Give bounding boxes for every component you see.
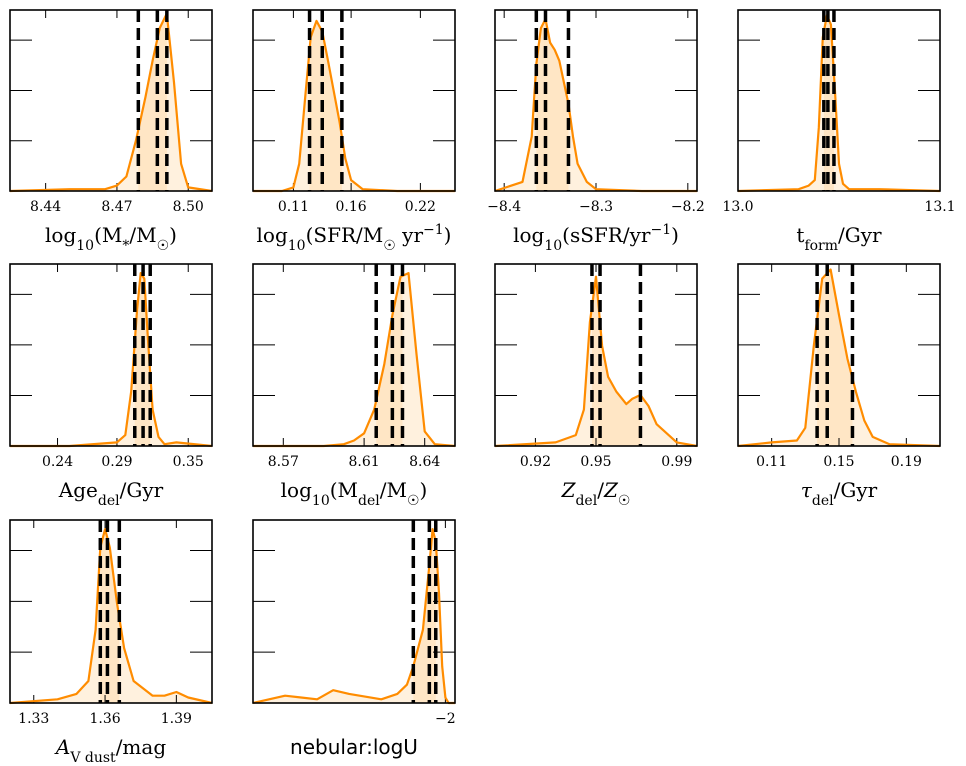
panel-log-ssfr: −8.4 −8.3 −8.2 log10(sSFR/yr−1) [487, 9, 705, 254]
panel-log-stellar-mass: 8.44 8.47 8.50 log10(M*/M☉) [9, 9, 213, 254]
posterior-curve [737, 14, 941, 193]
xtick-label: 8.61 [349, 454, 380, 470]
panel-metallicity-del: 0.92 0.95 0.99 Zdel/Z☉ [494, 263, 698, 509]
xtick-label: 0.92 [520, 454, 551, 470]
xlabel-age-del: Agedel/Gyr [58, 478, 164, 509]
posterior-curve [737, 268, 941, 448]
panel-nebular-logu: −2 nebular:logU [252, 519, 456, 759]
xtick-label: −8.2 [671, 199, 705, 215]
xlabel-metallicity-del: Zdel/Z☉ [561, 478, 631, 509]
panel-age-del: 0.24 0.29 0.35 Agedel/Gyr [9, 263, 213, 509]
xtick-label: 8.50 [173, 199, 204, 215]
posterior-curve [9, 528, 213, 705]
axes-frame [494, 263, 698, 447]
axes-frame [9, 263, 213, 447]
xtick-label: 0.99 [661, 454, 692, 470]
posterior-curve [9, 12, 213, 193]
xlabel-log-ssfr: log10(sSFR/yr−1) [513, 222, 679, 254]
axes-frame [494, 9, 698, 192]
posterior-fill [10, 529, 212, 703]
axes-frame [9, 519, 213, 704]
xtick-label: 0.22 [405, 199, 436, 215]
xtick-label: 0.24 [42, 454, 73, 470]
axes-frame [252, 519, 456, 704]
axes-frame [9, 9, 213, 192]
xtick-label: 0.29 [101, 454, 132, 470]
xlabel-nebular-logu: nebular:logU [290, 735, 418, 759]
xtick-label: −8.3 [579, 199, 613, 215]
posterior-curve [253, 19, 455, 193]
xtick-label: 13.0 [722, 199, 753, 215]
axes-frame [252, 9, 456, 192]
posterior-curve [253, 272, 456, 448]
xtick-label: 0.16 [336, 199, 367, 215]
posterior-fill [253, 20, 455, 191]
panel-log-sfr: 0.11 0.16 0.22 log10(SFR/M☉ yr−1) [252, 9, 456, 254]
posterior-curve [494, 18, 697, 193]
xlabel-t-form: tform/Gyr [796, 223, 882, 254]
panel-log-mass-del: 8.57 8.61 8.64 log10(Mdel/M☉) [252, 263, 456, 509]
posterior-fill [253, 273, 455, 446]
posterior-curve [10, 272, 213, 448]
xlabel-av-dust: AV dust/mag [54, 735, 166, 766]
xlabel-tau-del: τdel/Gyr [801, 478, 878, 509]
xtick-label: 0.11 [278, 199, 309, 215]
posterior-fill [738, 269, 940, 446]
xtick-label: 0.95 [580, 454, 611, 470]
posterior-fill [495, 19, 697, 191]
panel-av-dust: 1.33 1.36 1.39 AV dust/mag [9, 519, 213, 766]
axes-frame [737, 263, 941, 447]
xtick-label: 8.57 [268, 454, 299, 470]
xtick-label: 1.36 [89, 711, 120, 727]
xtick-label: 0.11 [756, 454, 787, 470]
posterior-fill [10, 13, 212, 192]
xtick-label: 8.47 [101, 199, 132, 215]
xlabel-log-stellar-mass: log10(M*/M☉) [45, 223, 177, 254]
xtick-label: 0.19 [891, 454, 922, 470]
posterior-curve [494, 275, 698, 448]
xtick-label: 0.35 [173, 454, 204, 470]
panel-t-form: 13.0 13.1 tform/Gyr [722, 9, 956, 254]
posterior-fill [10, 273, 212, 446]
xtick-label: 8.64 [409, 454, 440, 470]
xtick-label: 1.33 [18, 711, 49, 727]
xtick-label: −8.4 [487, 199, 521, 215]
xtick-label: 8.44 [30, 199, 61, 215]
xtick-label: 13.1 [924, 199, 955, 215]
axes-frame [252, 263, 456, 447]
axes-frame [737, 9, 941, 192]
xlabel-log-sfr: log10(SFR/M☉ yr−1) [257, 222, 452, 254]
xlabel-log-mass-del: log10(Mdel/M☉) [281, 478, 428, 509]
xtick-label: −2 [435, 711, 456, 727]
xtick-label: 1.39 [161, 711, 192, 727]
xtick-label: 0.15 [823, 454, 854, 470]
panel-tau-del: 0.11 0.15 0.19 τdel/Gyr [737, 263, 941, 509]
posterior-fill [495, 276, 697, 446]
